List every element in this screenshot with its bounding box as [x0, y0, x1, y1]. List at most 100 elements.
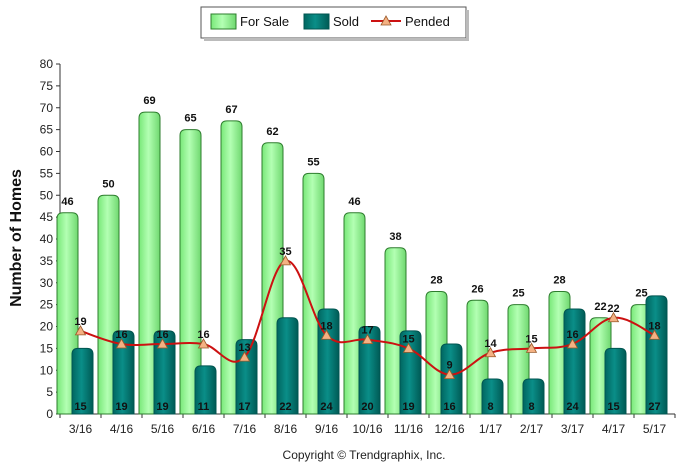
copyright-text: Copyright © Trendgraphix, Inc.	[283, 448, 446, 462]
y-tick-label: 25	[40, 298, 54, 312]
data-label-sold: 19	[115, 401, 127, 413]
bar-sold	[645, 295, 668, 415]
legend-swatch-sold	[303, 13, 330, 30]
data-label-pended: 13	[238, 342, 250, 354]
data-label-pended: 17	[361, 325, 373, 337]
data-label-for-sale: 62	[266, 126, 278, 138]
legend-box	[200, 6, 467, 39]
data-label-sold: 17	[238, 401, 250, 413]
x-tick-label: 9/16	[315, 422, 339, 436]
legend-swatch-pended-marker	[380, 15, 392, 26]
data-label-sold: 22	[279, 401, 291, 413]
y-tick-label: 35	[40, 254, 54, 268]
marker-pended	[607, 311, 620, 323]
bar-sold	[112, 330, 135, 415]
marker-pended	[156, 338, 169, 349]
legend-label-for-sale: For Sale	[240, 14, 289, 29]
y-tick-label: 60	[40, 145, 54, 159]
data-label-pended: 9	[446, 360, 452, 372]
legend-swatch-for-sale	[210, 13, 237, 30]
x-tick-label: 5/16	[151, 422, 175, 436]
data-label-sold: 8	[487, 401, 493, 413]
y-tick-label: 70	[40, 101, 54, 115]
data-label-pended: 16	[197, 329, 209, 341]
data-label-sold: 16	[443, 401, 455, 413]
y-tick-label: 80	[40, 57, 54, 71]
bar-sold	[194, 365, 217, 415]
data-label-pended: 15	[525, 333, 537, 345]
plot-area: 0 5 10 15 20 25 30 35 40 45 50 55 60 65 70 75 80 3/16 4/16…	[40, 57, 676, 436]
marker-pended	[525, 342, 538, 353]
y-tick-label: 55	[40, 166, 54, 180]
data-label-for-sale: 65	[184, 113, 196, 125]
x-tick-label: 1/17	[479, 422, 503, 436]
bar-sold	[604, 347, 627, 415]
marker-pended	[197, 338, 210, 349]
data-label-pended: 18	[648, 320, 660, 332]
data-label-pended: 16	[566, 329, 578, 341]
data-label-for-sale: 26	[471, 283, 483, 295]
y-tick-label: 30	[40, 276, 54, 290]
data-label-sold: 15	[74, 401, 86, 413]
x-tick-label: 3/16	[69, 422, 93, 436]
data-label-for-sale: 25	[635, 288, 647, 300]
data-label-for-sale: 46	[61, 196, 73, 208]
data-label-sold: 27	[648, 401, 660, 413]
data-label-pended: 18	[320, 320, 332, 332]
bar-for-sale	[220, 120, 243, 415]
data-label-for-sale: 25	[512, 288, 524, 300]
y-tick-label: 40	[40, 232, 54, 246]
bar-sold	[276, 317, 299, 415]
data-label-for-sale: 46	[348, 196, 360, 208]
y-tick-label: 45	[40, 210, 54, 224]
data-label-for-sale: 28	[430, 275, 442, 287]
marker-pended	[238, 351, 251, 362]
y-tick-label: 65	[40, 123, 54, 137]
legend: For Sale Sold Pended	[200, 6, 469, 41]
data-label-for-sale: 67	[225, 104, 237, 116]
x-tick-label: 6/16	[192, 422, 216, 436]
x-tick-label: 4/16	[110, 422, 134, 436]
legend-label-pended: Pended	[405, 14, 450, 29]
x-tick-label: 12/16	[434, 422, 464, 436]
y-axis-title: Number of Homes	[8, 169, 25, 307]
data-label-pended: 35	[279, 246, 291, 258]
data-label-sold: 8	[528, 401, 534, 413]
y-tick-label: 15	[40, 341, 54, 355]
bar-sold	[317, 308, 340, 415]
data-label-pended: 19	[74, 316, 86, 328]
marker-pended	[115, 338, 128, 349]
data-label-sold: 24	[320, 401, 333, 413]
data-label-pended: 22	[607, 303, 619, 315]
marker-pended	[279, 255, 292, 266]
y-tick-label: 10	[40, 363, 54, 377]
y-tick-label: 50	[40, 188, 54, 202]
x-tick-label: 2/17	[520, 422, 544, 436]
marker-pended	[74, 325, 87, 336]
data-label-sold: 15	[607, 401, 619, 413]
data-label-sold: 20	[361, 401, 373, 413]
data-label-for-sale: 22	[594, 301, 606, 313]
data-label-pended: 16	[115, 329, 127, 341]
y-tick-label: 0	[46, 407, 53, 421]
bar-sold	[153, 330, 176, 415]
y-tick-label: 20	[40, 320, 54, 334]
data-label-pended: 16	[156, 329, 168, 341]
data-label-pended: 15	[402, 333, 414, 345]
bar-sold	[563, 308, 586, 415]
marker-pended	[320, 329, 333, 340]
data-label-sold: 19	[156, 401, 168, 413]
marker-pended	[443, 368, 456, 380]
x-tick-label: 7/16	[233, 422, 257, 436]
data-label-for-sale: 69	[143, 95, 155, 107]
bar-sold	[358, 326, 381, 415]
legend-shadow	[466, 10, 469, 41]
y-tick-label: 75	[40, 79, 54, 93]
data-label-sold: 11	[198, 401, 210, 413]
marker-pended	[484, 346, 497, 358]
x-tick-label: 10/16	[352, 422, 382, 436]
data-label-sold: 24	[566, 401, 579, 413]
data-label-for-sale: 55	[307, 156, 319, 168]
data-label-for-sale: 28	[553, 275, 565, 287]
